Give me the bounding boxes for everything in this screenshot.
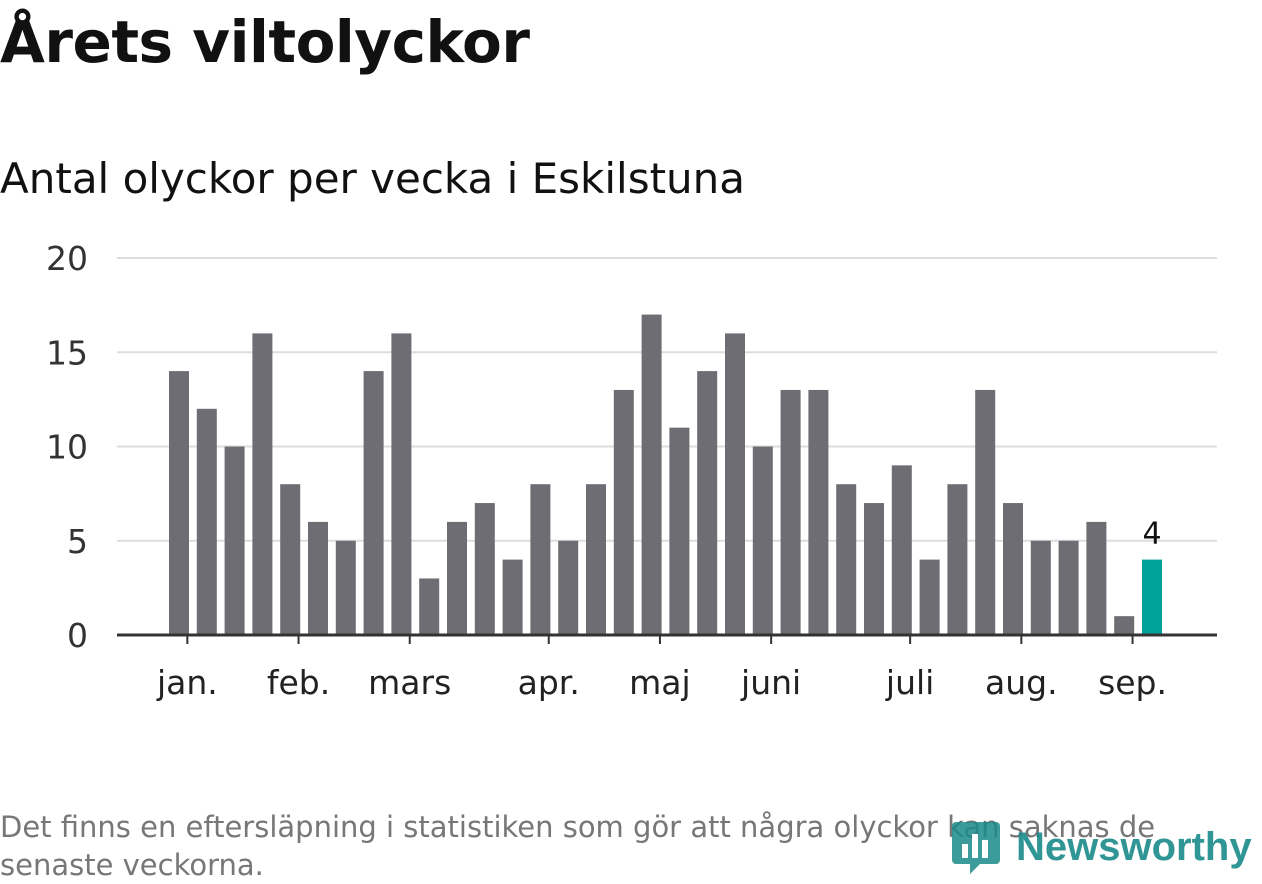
- x-tick-label: mars: [368, 663, 451, 702]
- y-tick-label: 0: [67, 616, 88, 655]
- x-tick-label: apr.: [518, 663, 580, 702]
- bar: [391, 333, 412, 635]
- x-tick-label: maj: [629, 663, 691, 702]
- bar: [447, 521, 467, 635]
- bar: [280, 484, 301, 635]
- bar: [335, 540, 356, 635]
- bar: [891, 465, 912, 635]
- bar: [474, 503, 495, 635]
- chart-title: Årets viltolyckor: [0, 8, 530, 76]
- x-tick-label: juli: [885, 663, 934, 702]
- bar-highlight: [1142, 559, 1162, 635]
- x-tick-label: jan.: [156, 663, 218, 702]
- bar: [1086, 521, 1107, 635]
- chart-subtitle: Antal olyckor per vecka i Eskilstuna: [0, 154, 746, 203]
- bar: [836, 484, 857, 635]
- y-tick-label: 20: [46, 239, 88, 278]
- bar: [864, 503, 884, 635]
- bar: [558, 540, 579, 635]
- y-tick-label: 5: [67, 522, 88, 561]
- bar: [1058, 540, 1079, 635]
- bar: [252, 333, 273, 635]
- y-tick-label: 15: [46, 333, 88, 372]
- x-tick-label: aug.: [985, 663, 1058, 702]
- bar: [363, 371, 384, 635]
- bar: [169, 371, 189, 635]
- y-tick-label: 10: [46, 428, 88, 467]
- bar: [752, 446, 773, 635]
- bar: [196, 408, 217, 635]
- brand-logo: Newsworthy: [950, 816, 1252, 878]
- bar: [502, 559, 523, 635]
- bar: [697, 371, 718, 635]
- x-tick-label: juni: [740, 663, 801, 702]
- brand-name: Newsworthy: [1016, 824, 1252, 869]
- bar: [308, 521, 328, 635]
- bar: [419, 578, 440, 635]
- bar: [669, 427, 690, 635]
- newsworthy-logo-icon: [952, 822, 1000, 874]
- bar: [947, 484, 968, 635]
- bar: [613, 389, 634, 635]
- bar: [780, 389, 801, 635]
- bar: [725, 333, 745, 635]
- bar: [808, 389, 829, 635]
- bar: [1114, 616, 1135, 635]
- bar: [975, 389, 996, 635]
- bar: [641, 314, 662, 635]
- x-tick-label: feb.: [267, 663, 330, 702]
- bar: [530, 484, 551, 635]
- bar: [1030, 540, 1051, 635]
- data-label: 4: [1142, 517, 1161, 552]
- bar: [919, 559, 940, 635]
- bar: [586, 484, 606, 635]
- x-tick-label: sep.: [1098, 663, 1167, 702]
- bar: [1003, 503, 1023, 635]
- bar: [224, 446, 245, 635]
